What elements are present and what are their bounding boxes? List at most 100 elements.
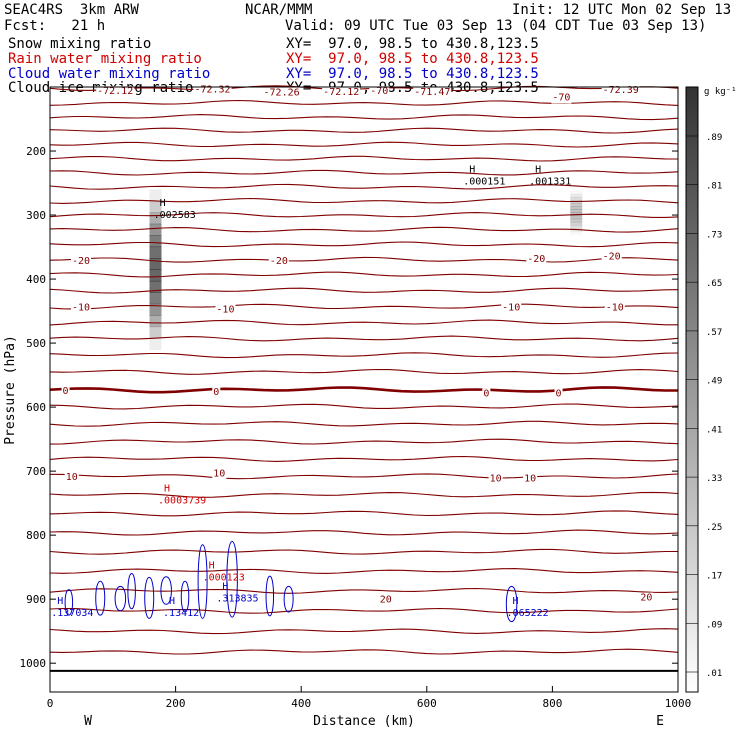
temperature-contour: [49, 99, 679, 106]
colorbar-label: .25: [706, 523, 722, 533]
temperature-contour: [49, 568, 679, 574]
contour-label: -10: [502, 303, 520, 314]
temperature-contour: [49, 420, 679, 427]
contour-label-bg: [482, 388, 491, 400]
cloud-water-cell: [226, 541, 238, 618]
colorbar-label: .33: [706, 474, 722, 484]
temperature-contour: [49, 648, 679, 655]
plot-area: -72.12 -72.32 -72.26 -72.12 -70 -71.47 -70 -72.…: [49, 84, 679, 672]
contour-label-bg: [268, 255, 289, 267]
contour-label: -71.47: [414, 87, 450, 98]
field-xy-snow: XY= 97.0, 98.5 to 430.8,123.5: [286, 36, 539, 52]
contour-label-bg: [488, 473, 503, 485]
temperature-contour: [49, 256, 679, 263]
temperature-contour: [49, 85, 679, 92]
temperature-contour: [49, 127, 679, 134]
colorbar-label: .49: [706, 377, 722, 387]
contour-label: -10: [606, 303, 624, 314]
shaded-snow-column-east: [570, 193, 583, 198]
contour-label: 0: [483, 388, 489, 399]
maximum-value-label: .0003739: [158, 495, 206, 506]
contour-label-bg: [378, 594, 393, 606]
contour-label: 10: [524, 474, 536, 485]
shaded-snow-column-east: [570, 215, 583, 220]
field-label-rain: Rain water mixing ratio: [8, 51, 202, 67]
contour-label: -70: [552, 93, 570, 104]
shaded-snow-column-west: [149, 315, 162, 328]
maximum-h-marker: H: [164, 483, 170, 494]
maximum-h-marker: H: [222, 581, 228, 592]
colorbar-label: .01: [706, 669, 722, 679]
colorbar: g kg⁻¹ .89 .81 .73 .65 .57 .49 .41 .33 .25 .17 .09…: [685, 86, 737, 693]
contour-label-bg: [193, 84, 232, 96]
cloud-water-cell: [180, 580, 190, 613]
shaded-snow-column-west: [149, 189, 162, 202]
colorbar-unit: g kg⁻¹: [704, 87, 737, 97]
x-tick-label: 1000: [665, 697, 692, 710]
shaded-snow-column-west: [149, 246, 162, 259]
contour-label-bg: [212, 387, 221, 399]
field-label-snow: Snow mixing ratio: [8, 36, 152, 52]
maximum-h-marker: H: [169, 596, 175, 607]
temperature-contour: [49, 183, 679, 190]
colorbar-label: .81: [706, 182, 722, 192]
maximum-value-label: .001331: [529, 177, 571, 188]
maximum-h-marker: H: [57, 596, 63, 607]
valid-time: Valid: 09 UTC Tue 03 Sep 13 (04 CDT Tue …: [285, 18, 707, 34]
maximum-h-marker: H: [160, 198, 166, 209]
forecast-hour: Fcst: 21 h: [4, 18, 106, 34]
maximum-value-label: .065222: [507, 608, 549, 619]
temperature-contour: [49, 141, 679, 148]
colorbar-gradient: [685, 86, 699, 693]
temperature-contour: [49, 510, 679, 517]
field-xy-rain: XY= 97.0, 98.5 to 430.8,123.5: [286, 51, 539, 67]
contour-label: 10: [490, 474, 502, 485]
contour-label-bg: [322, 86, 361, 98]
shaded-snow-column-west: [149, 269, 162, 282]
cloud-water-cell: [95, 580, 106, 616]
cloud-water-cell: [144, 576, 155, 619]
maximum-value-label: .313835: [216, 593, 258, 604]
contour-label-bg: [96, 86, 135, 98]
contour-label-bg: [526, 253, 547, 265]
contour-label-bg: [523, 473, 538, 485]
contour-label: 0: [63, 386, 69, 397]
temperature-contour: [49, 352, 679, 359]
temperature-contour: [49, 197, 679, 204]
temperature-contour: [49, 455, 679, 462]
y-axis-label: Pressure (hPa): [3, 335, 18, 445]
contour-label: -10: [72, 303, 90, 314]
colorbar-label: .65: [706, 279, 722, 289]
temperature-contour: [49, 169, 679, 176]
maximum-h-marker: H: [209, 560, 215, 571]
temperature-contour: [49, 368, 679, 375]
temperature-contour: [49, 628, 679, 635]
x-axis-right-end: E: [656, 714, 664, 729]
temperature-contour: [49, 114, 679, 121]
contour-label-bg: [413, 86, 452, 98]
contour-label-bg: [262, 87, 301, 99]
colorbar-label: .73: [706, 230, 722, 240]
maximum-value-label: .137034: [51, 608, 93, 619]
temperature-contour: [49, 548, 678, 555]
colorbar-label: .41: [706, 425, 722, 435]
contour-label: 20: [380, 595, 392, 606]
temperature-contour: [49, 491, 679, 498]
temperature-contour: [49, 287, 679, 294]
x-tick-label: 0: [47, 697, 54, 710]
shaded-snow-column-west: [149, 235, 162, 248]
cloud-water-cell: [197, 544, 208, 619]
temperature-contour: [49, 226, 679, 233]
maximum-value-label: .13412: [163, 608, 199, 619]
maximum-value-label: .000151: [463, 177, 505, 188]
contour-label: 20: [640, 593, 652, 604]
shaded-snow-column-east: [570, 218, 583, 223]
shaded-snow-column-east: [570, 221, 583, 226]
shaded-snow-column-west: [149, 280, 162, 293]
maximum-value-label: .002583: [154, 210, 196, 221]
maximum-h-marker: H: [469, 165, 475, 176]
maximum-h-marker: H: [513, 596, 519, 607]
cloud-water-cell: [160, 576, 172, 605]
contour-label: -20: [72, 256, 90, 267]
